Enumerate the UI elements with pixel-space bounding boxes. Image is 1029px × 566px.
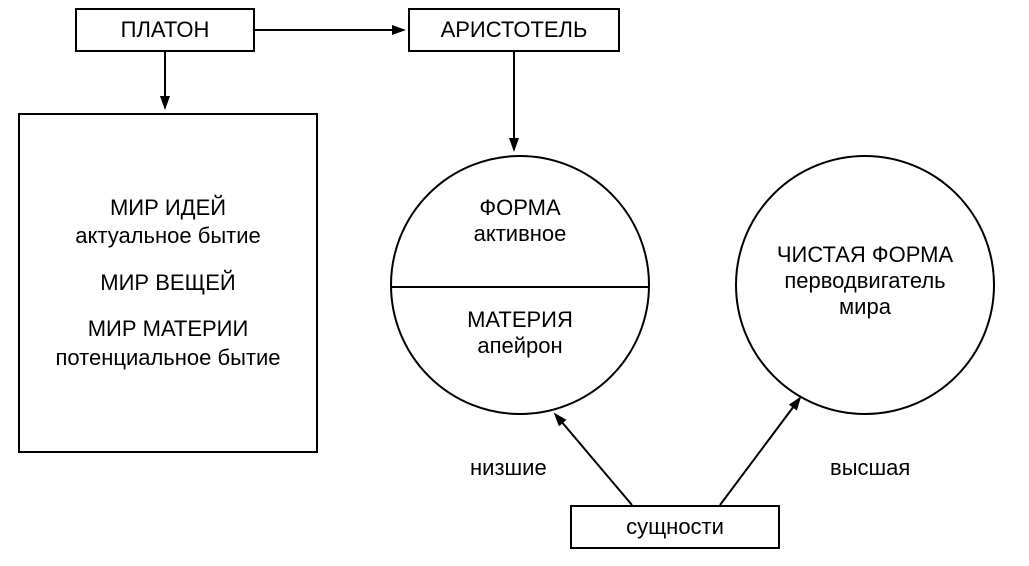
circle2-content: ЧИСТАЯ ФОРМА перводвигатель мира xyxy=(737,242,993,320)
edge-essences-circle2 xyxy=(720,398,800,505)
label-higher: высшая xyxy=(830,455,910,481)
node-plato: ПЛАТОН xyxy=(75,8,255,52)
node-circle-form-matter: ФОРМА активное МАТЕРИЯ апейрон xyxy=(390,155,650,415)
node-essences-label: сущности xyxy=(626,514,724,540)
circle2-line1: ЧИСТАЯ ФОРМА xyxy=(737,242,993,268)
node-circle-pure-form: ЧИСТАЯ ФОРМА перводвигатель мира xyxy=(735,155,995,415)
plato-line-2: актуальное бытие xyxy=(55,222,280,251)
edge-essences-circle1 xyxy=(555,414,632,505)
circle1-bottom: МАТЕРИЯ апейрон xyxy=(392,307,648,359)
node-aristotle-label: АРИСТОТЕЛЬ xyxy=(441,17,588,43)
plato-line-3: МИР ВЕЩЕЙ xyxy=(55,269,280,298)
node-essences: сущности xyxy=(570,505,780,549)
circle2-line2: перводвигатель xyxy=(737,268,993,294)
circle1-divider xyxy=(392,286,648,288)
circle1-top: ФОРМА активное xyxy=(392,195,648,247)
node-aristotle: АРИСТОТЕЛЬ xyxy=(408,8,620,52)
circle1-top-line1: ФОРМА xyxy=(392,195,648,221)
plato-block-content: МИР ИДЕЙ актуальное бытие МИР ВЕЩЕЙ МИР … xyxy=(55,194,280,373)
circle1-top-line2: активное xyxy=(392,221,648,247)
plato-line-1: МИР ИДЕЙ xyxy=(55,194,280,223)
circle1-bot-line1: МАТЕРИЯ xyxy=(392,307,648,333)
circle1-bot-line2: апейрон xyxy=(392,333,648,359)
node-plato-label: ПЛАТОН xyxy=(121,17,210,43)
circle2-line3: мира xyxy=(737,294,993,320)
plato-line-5: потенциальное бытие xyxy=(55,344,280,373)
node-plato-block: МИР ИДЕЙ актуальное бытие МИР ВЕЩЕЙ МИР … xyxy=(18,113,318,453)
plato-line-4: МИР МАТЕРИИ xyxy=(55,315,280,344)
label-lower: низшие xyxy=(470,455,547,481)
